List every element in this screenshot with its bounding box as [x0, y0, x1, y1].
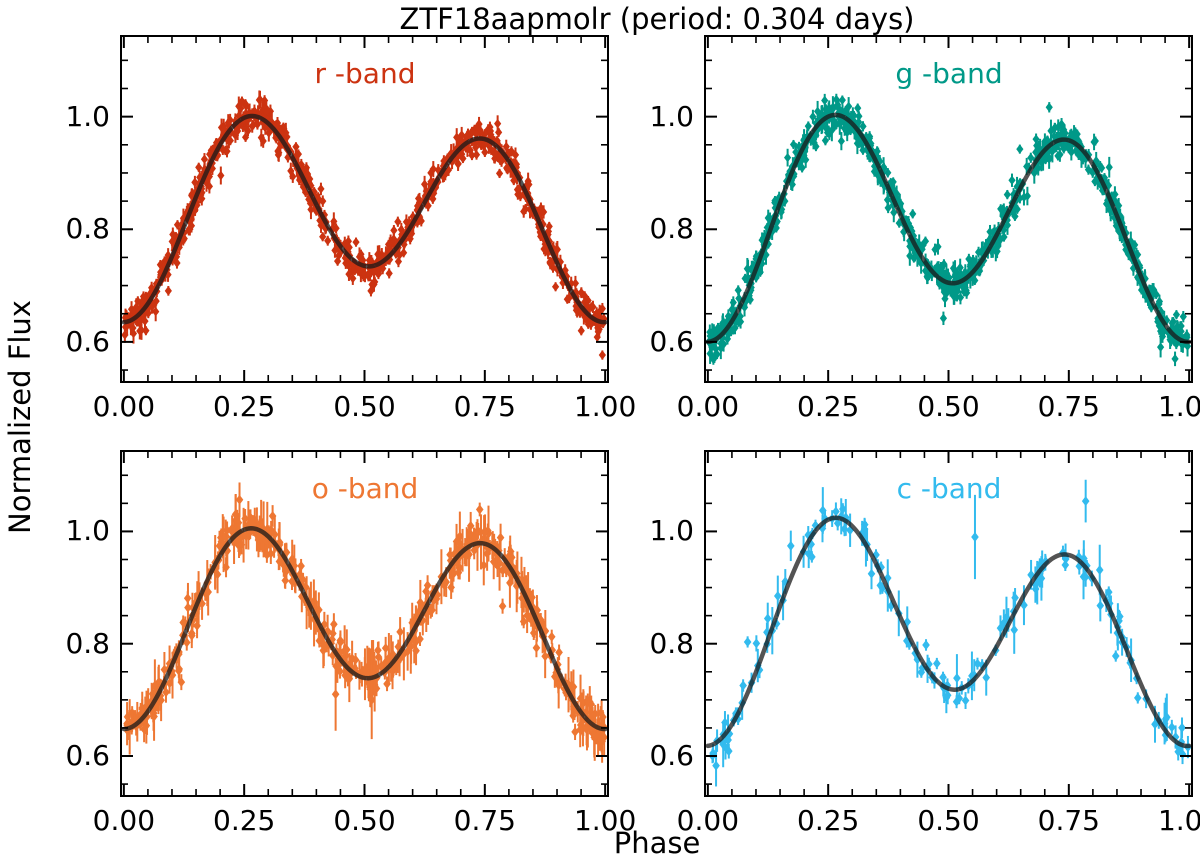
band-label-o: o -band [311, 472, 419, 505]
band-label-g: g -band [895, 57, 1003, 90]
x-tick-label: 0.25 [797, 804, 860, 837]
x-tick-label: 1.00 [1157, 390, 1200, 423]
y-tick-label: 1.0 [649, 514, 694, 548]
band-label-r: r -band [314, 57, 416, 90]
scatter-points [705, 93, 1192, 367]
x-tick-label: 0.50 [917, 804, 980, 837]
x-tick-label: 0.75 [1037, 804, 1100, 837]
x-tick-label: 0.25 [797, 390, 860, 423]
y-tick-label: 0.8 [65, 212, 110, 246]
y-tick-label: 0.6 [65, 324, 110, 358]
y-tick-label: 1.0 [65, 99, 110, 133]
x-tick-label: 0.50 [917, 390, 980, 423]
axis-ticks [122, 452, 607, 795]
fit-curve [705, 112, 1192, 345]
axes-spines [120, 450, 609, 797]
x-tick-label: 0.00 [676, 390, 740, 423]
axis-ticks [122, 37, 607, 381]
y-tick-label: 0.6 [65, 738, 110, 772]
data-layer [705, 93, 1192, 367]
y-tick-label: 0.8 [649, 212, 694, 246]
axes-spines [704, 35, 1193, 383]
y-tick-label: 1.0 [649, 99, 694, 133]
band-label-c: c -band [896, 472, 1002, 505]
x-tick-label: 1.00 [573, 804, 637, 837]
x-tick-label: 0.00 [92, 804, 156, 837]
x-axis-label: Phase [613, 826, 701, 860]
y-tick-label: 0.8 [649, 626, 694, 660]
x-tick-label: 0.75 [1037, 390, 1100, 423]
panel-r-band [120, 35, 609, 383]
y-tick-label: 0.6 [649, 324, 694, 358]
x-tick-label: 0.50 [333, 390, 396, 423]
x-tick-label: 1.00 [573, 390, 637, 423]
axis-ticks [706, 452, 1191, 795]
data-layer [121, 482, 608, 763]
scatter-points [121, 90, 608, 360]
data-layer [121, 90, 608, 360]
x-tick-label: 0.50 [333, 804, 396, 837]
y-tick-label: 1.0 [65, 514, 110, 548]
x-tick-label: 0.00 [676, 804, 740, 837]
axes-spines [704, 450, 1193, 797]
fit-curve [705, 515, 1192, 749]
x-tick-label: 0.75 [453, 804, 516, 837]
fit-curve [121, 113, 608, 325]
y-axis-label: Normalized Flux [3, 300, 37, 534]
x-tick-label: 0.25 [213, 804, 276, 837]
x-tick-label: 0.75 [453, 390, 516, 423]
panel-g-band [704, 35, 1193, 383]
axes-spines [120, 35, 609, 383]
y-tick-label: 0.8 [65, 626, 110, 660]
x-tick-label: 0.00 [92, 390, 156, 423]
panel-o-band [120, 450, 609, 797]
data-layer [705, 479, 1192, 787]
y-tick-label: 0.6 [649, 738, 694, 772]
x-tick-label: 1.00 [1157, 804, 1200, 837]
axis-ticks [706, 37, 1191, 381]
panel-c-band [704, 450, 1193, 797]
figure-title: ZTF18aapmolr (period: 0.304 days) [399, 2, 915, 36]
x-tick-label: 0.25 [213, 390, 276, 423]
fit-curve [121, 526, 608, 732]
